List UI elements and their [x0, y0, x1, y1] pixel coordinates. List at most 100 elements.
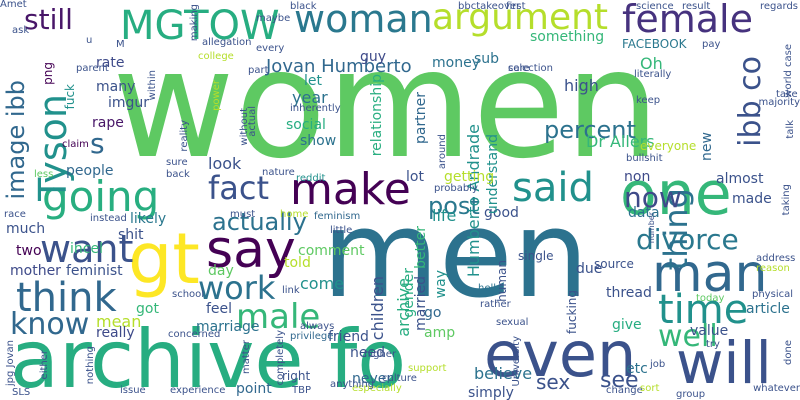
- word-show: show: [300, 133, 337, 149]
- word-facebook: FACEBOOK: [622, 37, 687, 51]
- word-mother: mother: [10, 263, 61, 279]
- word-higher: higher: [364, 349, 397, 360]
- word-feminism: feminism: [314, 211, 361, 222]
- word-said: said: [512, 165, 594, 211]
- word-try: try: [706, 339, 720, 350]
- word-selection: selection: [508, 63, 553, 74]
- word-first: first: [506, 1, 526, 12]
- word-much: much: [6, 221, 46, 237]
- word-sure: sure: [166, 157, 188, 168]
- word-must: must: [230, 209, 256, 220]
- word-less: less: [34, 169, 54, 180]
- word-issue: issue: [120, 385, 146, 396]
- word-really: really: [96, 325, 135, 341]
- word-imgur: imgur: [108, 95, 150, 111]
- word-rate: rate: [96, 55, 125, 71]
- word-see: see: [600, 368, 639, 393]
- word-matter: matter: [241, 340, 252, 374]
- word-part: part: [248, 65, 269, 76]
- word-world-case: world case: [783, 44, 794, 98]
- word-etc: etc: [626, 361, 648, 377]
- word-jpg-jovan: jpg Jovan: [5, 340, 16, 387]
- word-better: better: [413, 226, 429, 269]
- word-home: home: [280, 209, 309, 220]
- word-amp: amp: [424, 325, 456, 341]
- word-marriage: marriage: [196, 319, 260, 335]
- word-comment: comment: [298, 243, 365, 259]
- word-reason: reason: [756, 263, 790, 274]
- word-even: even: [484, 318, 637, 391]
- word-within: within: [147, 70, 158, 101]
- word-new: new: [699, 132, 715, 161]
- word-female: female: [622, 0, 753, 41]
- word-make: make: [290, 164, 411, 215]
- word-sls: SLS: [12, 387, 31, 398]
- word-today: today: [696, 293, 725, 304]
- word-incel: incel: [70, 241, 103, 257]
- word-power: power: [211, 80, 222, 111]
- word-man: man: [652, 244, 768, 304]
- word-due: due: [576, 261, 603, 277]
- word-bullshit: bullshit: [626, 153, 663, 164]
- word-bbctakeover: bbctakeover: [458, 1, 521, 12]
- word-say: say: [206, 220, 296, 280]
- word-let: let: [304, 73, 322, 89]
- word-male: male: [236, 297, 321, 337]
- word-fucking: fucking: [565, 290, 579, 334]
- word-take: take: [776, 89, 798, 100]
- word-image-ibb: image ibb: [2, 80, 30, 200]
- word-taking: taking: [781, 184, 792, 216]
- word-amet: Amet: [0, 0, 27, 10]
- word-partner: partner: [413, 92, 429, 144]
- word-dr-allers: Dr Allers: [586, 132, 655, 151]
- word-money: money: [432, 55, 480, 71]
- word-need: need: [350, 345, 385, 361]
- word-sort: sort: [640, 383, 660, 394]
- word-feminist: feminist: [66, 263, 123, 279]
- word-mgtow: MGTOW: [120, 3, 280, 49]
- word-point: point: [236, 381, 272, 397]
- word-little: little: [330, 225, 353, 236]
- word-friend: friend: [328, 329, 369, 345]
- word-every: every: [256, 43, 285, 54]
- word-fuck: fuck: [63, 84, 77, 110]
- word-relationship: relationship: [369, 74, 385, 157]
- word-humberto-andrade: Humberto Andrade: [464, 124, 483, 278]
- word-tbp: TBP: [292, 385, 311, 396]
- word-culture: culture: [382, 373, 417, 384]
- word-right: right: [282, 369, 311, 383]
- word-getting: getting: [444, 169, 495, 185]
- word-lot: lot: [406, 169, 424, 185]
- word-source: source: [594, 257, 634, 271]
- word-single: single: [518, 249, 554, 263]
- word-making: making: [189, 4, 200, 42]
- word-article: article: [746, 301, 790, 317]
- word-jovan-humberto: Jovan Humberto: [266, 56, 412, 77]
- word-especially: especially: [352, 383, 402, 394]
- word-well: well: [658, 319, 718, 354]
- word-claim: claim: [62, 139, 89, 150]
- word-everyone: everyone: [640, 139, 697, 153]
- word-divorce: divorce: [636, 223, 739, 256]
- word-change: change: [606, 385, 643, 396]
- word-keep: keep: [636, 95, 661, 106]
- word-support: support: [408, 363, 447, 374]
- word-physical: physical: [752, 289, 793, 300]
- word-likely: likely: [130, 211, 167, 227]
- word-rather: rather: [480, 299, 511, 310]
- word-married: married: [413, 276, 429, 331]
- word-one: one: [620, 159, 732, 229]
- word-simply: simply: [468, 385, 514, 400]
- word-back: back: [166, 169, 190, 180]
- word-care: care: [508, 63, 530, 74]
- word-concerned: concerned: [168, 329, 221, 340]
- word-ask: ask: [12, 25, 30, 36]
- word-come: come: [300, 274, 345, 293]
- word-almost: almost: [716, 171, 764, 187]
- word-png: png: [41, 62, 55, 85]
- word-archive-fo: archive fo: [10, 313, 407, 400]
- word-way: way: [433, 270, 449, 299]
- word-good: good: [484, 205, 519, 221]
- word-now: now: [624, 181, 682, 214]
- word-link: link: [282, 285, 300, 296]
